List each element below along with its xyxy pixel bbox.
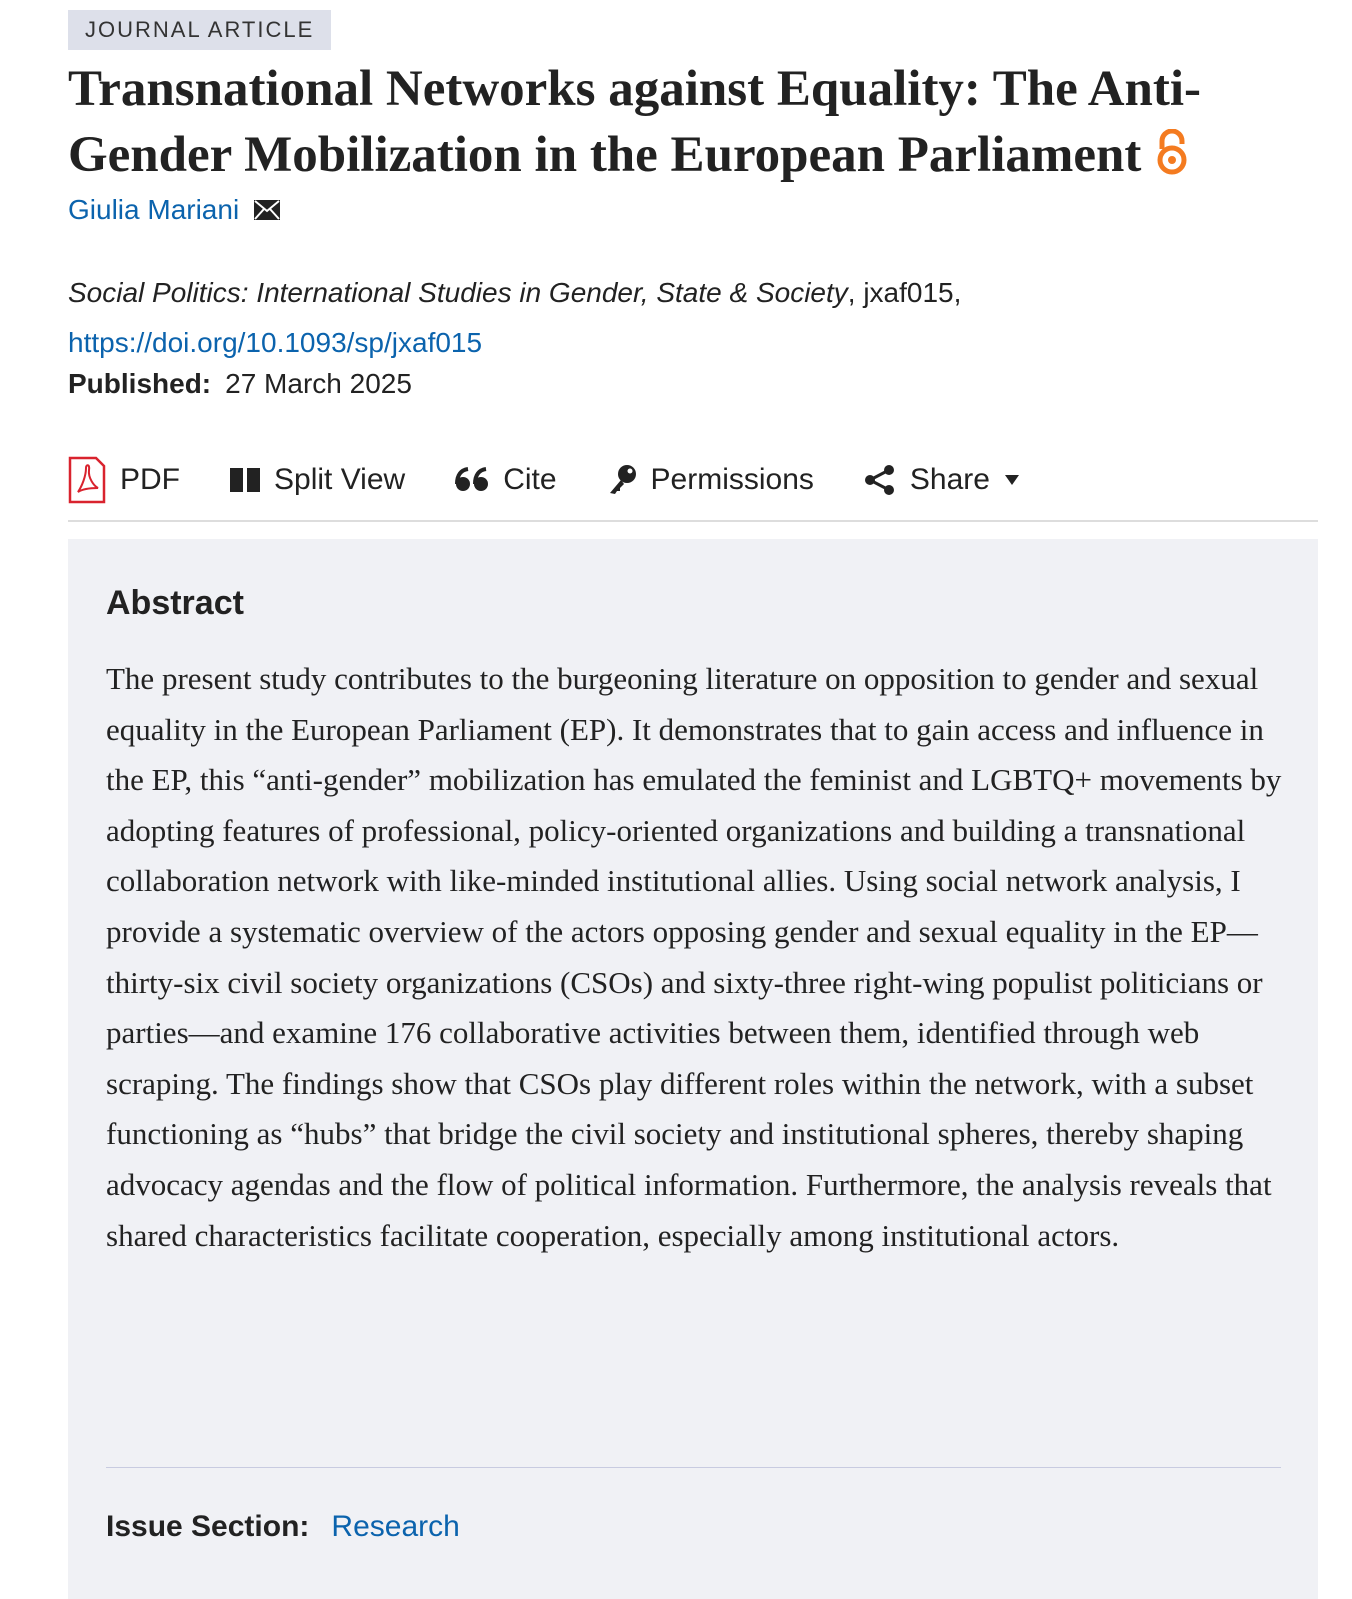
published-date: 27 March 2025 [225, 368, 412, 399]
split-view-label: Split View [274, 463, 406, 496]
pdf-label: PDF [120, 463, 180, 496]
toolbar: PDF Split View Cite Permissions Share [68, 456, 1070, 504]
split-view-icon [230, 468, 260, 492]
open-access-icon [1157, 128, 1187, 175]
abstract-text: The present study contributes to the bur… [106, 661, 1282, 1253]
published-label: Published: [68, 368, 212, 399]
section-divider [106, 1467, 1281, 1468]
issue-section-label: Issue Section: [106, 1510, 310, 1543]
cite-button[interactable]: Cite [455, 463, 557, 497]
share-label: Share [909, 463, 990, 496]
author-row: Giulia Mariani [68, 194, 281, 226]
dropdown-arrow [1004, 475, 1019, 485]
issue-section: Issue Section: Research [106, 1510, 460, 1544]
key-icon [609, 465, 636, 494]
permissions-button[interactable]: Permissions [607, 463, 814, 497]
published: Published: 27 March 2025 [68, 368, 412, 400]
article-title: Transnational Networks against Equality:… [68, 56, 1308, 188]
issue-section-link[interactable]: Research [331, 1510, 460, 1543]
cite-icon [455, 467, 489, 491]
cite-label: Cite [503, 463, 557, 496]
pdf-button[interactable]: PDF [68, 456, 180, 504]
abstract-heading: Abstract [106, 584, 244, 622]
share-icon [864, 465, 894, 495]
permissions-label: Permissions [650, 463, 814, 496]
email-icon[interactable] [253, 199, 281, 221]
citation: Social Politics: International Studies i… [68, 268, 961, 368]
article-type-badge: JOURNAL ARTICLE [68, 10, 332, 50]
toolbar-divider [68, 520, 1318, 522]
share-button[interactable]: Share [864, 463, 1020, 497]
split-view-button[interactable]: Split View [230, 463, 405, 497]
journal-name: Social Politics: International Studies i… [68, 277, 848, 308]
doi-link[interactable]: https://doi.org/10.1093/sp/jxaf015 [68, 327, 483, 358]
pdf-icon [68, 456, 106, 504]
abstract-panel [68, 539, 1318, 1599]
article-id: , jxaf015, [847, 277, 962, 308]
title-text: Transnational Networks against Equality:… [68, 61, 1202, 183]
author-link[interactable]: Giulia Mariani [68, 194, 240, 225]
